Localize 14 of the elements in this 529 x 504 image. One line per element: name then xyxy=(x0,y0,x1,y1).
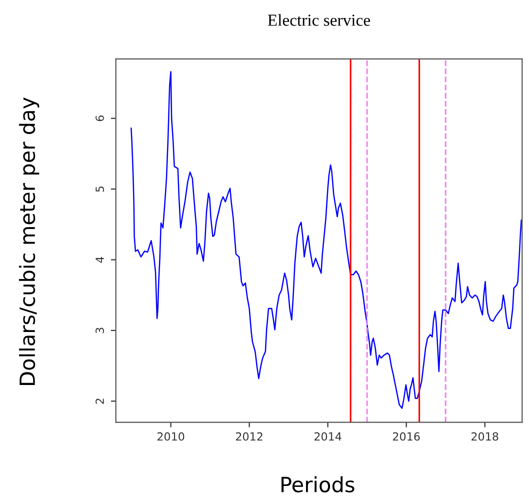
y-tick-label: 2 xyxy=(96,398,104,404)
y-tick-label: 4 xyxy=(96,256,104,263)
x-tick-label: 2012 xyxy=(236,432,262,441)
x-axis-title: Periods xyxy=(282,476,354,492)
y-tick-label: 6 xyxy=(96,116,104,122)
y-tick-label: 3 xyxy=(96,328,104,334)
x-tick-label: 2010 xyxy=(157,432,184,441)
x-tick-label: 2014 xyxy=(314,432,342,441)
x-tick-label: 2018 xyxy=(472,432,498,441)
y-tick-label: 5 xyxy=(96,186,104,192)
line-series xyxy=(130,71,522,409)
x-tick-label: 2016 xyxy=(393,432,420,441)
y-axis-title: Dollars/cubic meter per day xyxy=(19,97,40,385)
chart-title: Electric service xyxy=(268,14,370,26)
